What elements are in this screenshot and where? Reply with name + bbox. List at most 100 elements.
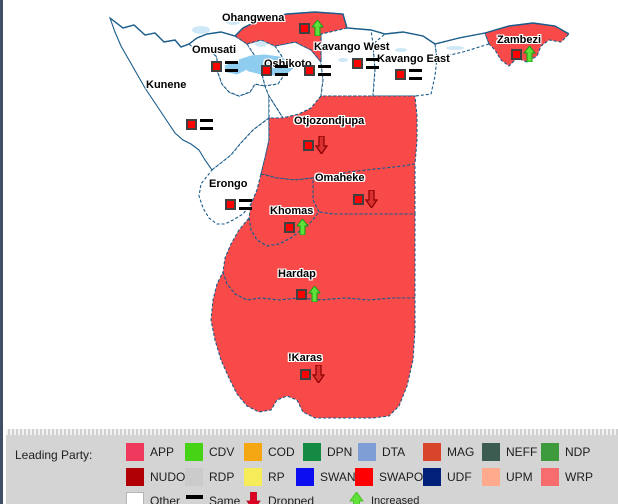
marker-oshikoto[interactable] (304, 62, 331, 78)
winner-swatch-swapo (395, 68, 406, 80)
legend-title: Leading Party: (15, 448, 93, 462)
winner-swatch-swapo (284, 221, 295, 233)
legend-item-increased[interactable]: Increased (347, 492, 419, 504)
legend-label-nudo: NUDO (150, 470, 186, 484)
marker-erongo[interactable] (225, 196, 252, 212)
legend-item-swanu[interactable]: SWANU (296, 468, 364, 486)
legend-swatch-dpn (303, 443, 321, 461)
legend-item-same[interactable]: Same (185, 492, 240, 504)
legend-item-rp[interactable]: RP (244, 468, 285, 486)
winner-swatch-swapo (353, 193, 364, 205)
legend-item-swapo[interactable]: SWAPO (355, 468, 423, 486)
trend-same-icon (225, 60, 238, 72)
legend-label-upm: UPM (506, 470, 533, 484)
legend-resize-grip[interactable] (6, 428, 618, 435)
marker-kavango-east[interactable] (395, 66, 422, 82)
legend-label-dpn: DPN (327, 445, 353, 459)
legend-swatch-cdv (185, 443, 203, 461)
legend-label-dropped: Dropped (268, 494, 315, 504)
marker-kunene[interactable] (186, 116, 213, 132)
winner-swatch-swapo (300, 368, 311, 380)
marker-khomas[interactable] (284, 218, 310, 236)
winner-swatch-swapo (304, 64, 315, 76)
legend-swatch-udf (423, 468, 441, 486)
namibia-map-svg[interactable] (3, 0, 618, 428)
legend-item-cod[interactable]: COD (244, 443, 295, 461)
legend-item-dta[interactable]: DTA (358, 443, 405, 461)
legend-item-cdv[interactable]: CDV (185, 443, 234, 461)
marker-omaheke[interactable] (353, 189, 379, 210)
trend-same-icon (366, 57, 379, 69)
trend-same-icon (275, 64, 288, 76)
region-shape-erongo[interactable] (198, 116, 270, 225)
legend-item-dropped[interactable]: Dropped (244, 492, 314, 504)
legend-item-mag[interactable]: MAG (423, 443, 474, 461)
trend-dropped-icon (364, 189, 379, 210)
trend-increased-icon (310, 19, 325, 37)
marker-otjozondjupa[interactable] (303, 135, 329, 156)
legend-item-rdp[interactable]: RDP (185, 468, 234, 486)
region-shape-omusati[interactable] (188, 31, 266, 97)
legend-label-increased: Increased (371, 495, 420, 504)
legend-swatch-nudo (126, 468, 144, 486)
legend-item-app[interactable]: APP (126, 443, 174, 461)
legend-swatch-upm (482, 468, 500, 486)
legend-swatch-mag (423, 443, 441, 461)
marker-karas[interactable] (300, 364, 326, 385)
legend-swatch-rdp (185, 468, 203, 486)
legend-label-rp: RP (268, 470, 285, 484)
legend-label-wrp: WRP (565, 470, 593, 484)
legend-item-dpn[interactable]: DPN (303, 443, 352, 461)
legend-label-mag: MAG (447, 445, 475, 459)
winner-swatch-swapo (211, 60, 222, 72)
legend-item-wrp[interactable]: WRP (541, 468, 593, 486)
national-outline (109, 11, 570, 48)
trend-increased-icon (307, 285, 322, 303)
legend-swatch-cod (244, 443, 262, 461)
marker-kavango-west[interactable] (352, 55, 379, 71)
legend-label-other: Other (150, 494, 181, 504)
marker-hardap[interactable] (296, 285, 322, 303)
legend-swatch-ndp (541, 443, 559, 461)
marker-ohangwena[interactable] (299, 19, 325, 37)
trend-same-icon (200, 118, 213, 130)
winner-swatch-swapo (296, 288, 307, 300)
winner-swatch-swapo (303, 139, 314, 151)
marker-omusati[interactable] (211, 58, 238, 74)
legend-swatch-dta (358, 443, 376, 461)
region-shape-kavango-east[interactable] (372, 31, 438, 97)
trend-dropped-icon (244, 492, 262, 504)
trend-same-icon (318, 64, 331, 76)
trend-dropped-icon (311, 364, 326, 385)
winner-swatch-swapo (225, 198, 236, 210)
legend-label-swapo: SWAPO (379, 470, 424, 484)
legend-item-ndp[interactable]: NDP (541, 443, 590, 461)
region-shape-hardap[interactable] (222, 211, 416, 301)
region-shape-karas[interactable] (210, 270, 416, 419)
legend-label-cdv: CDV (209, 445, 235, 459)
trend-increased-icon (522, 45, 537, 63)
legend-item-upm[interactable]: UPM (482, 468, 533, 486)
legend-label-same: Same (209, 494, 241, 504)
legend-swatch-other (126, 492, 144, 504)
winner-swatch-swapo (352, 57, 363, 69)
legend-label-swanu: SWANU (320, 470, 365, 484)
legend-label-app: APP (150, 445, 175, 459)
legend-label-udf: UDF (447, 470, 472, 484)
legend-panel: Leading Party: APP CDV COD DPN DTA (6, 428, 618, 504)
legend-item-neff[interactable]: NEFF (482, 443, 537, 461)
trend-same-icon (185, 492, 203, 504)
region-shape-zambezi[interactable] (484, 22, 570, 67)
trend-increased-icon (347, 492, 365, 504)
legend-swatch-wrp (541, 468, 559, 486)
winner-swatch-swapo (186, 118, 197, 130)
legend-item-nudo[interactable]: NUDO (126, 468, 185, 486)
legend-item-udf[interactable]: UDF (423, 468, 472, 486)
northern-water-marks (192, 19, 464, 62)
legend-swatch-app (126, 443, 144, 461)
marker-oshana[interactable] (261, 62, 288, 78)
legend-item-other[interactable]: Other (126, 492, 180, 504)
marker-zambezi[interactable] (511, 45, 537, 63)
winner-swatch-swapo (511, 48, 522, 60)
